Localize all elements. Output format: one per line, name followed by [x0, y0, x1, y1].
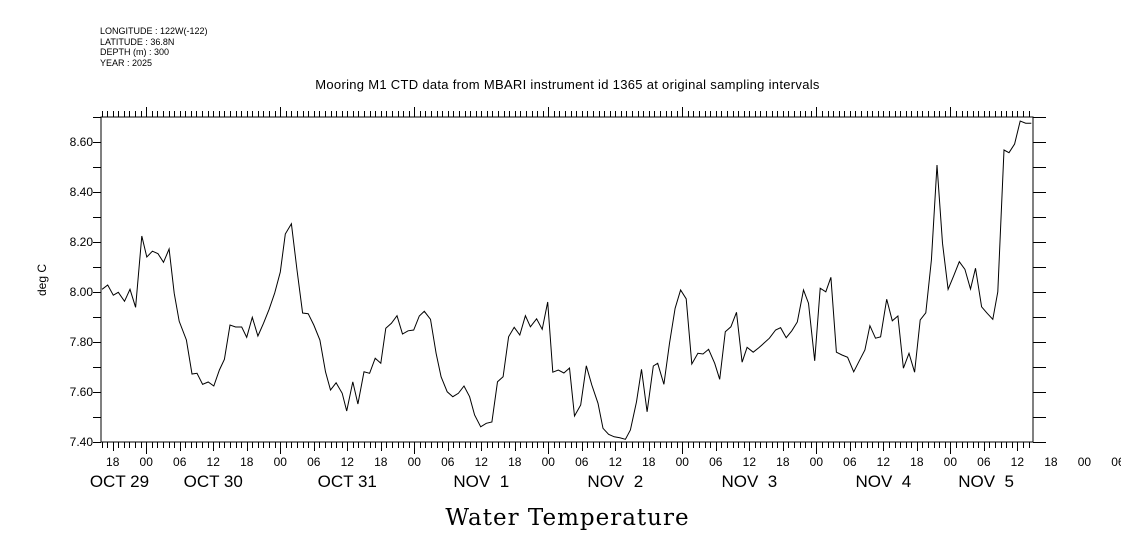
y-tick-label: 7.60: [70, 385, 94, 399]
y-tick-label: 8.40: [70, 185, 94, 199]
x-tick-label: 18: [374, 455, 388, 469]
x-tick-label: 06: [307, 455, 321, 469]
date-label: OCT 29: [90, 472, 149, 491]
y-tick-label: 8.60: [70, 135, 94, 149]
x-tick-label: 00: [676, 455, 690, 469]
x-tick-label: 18: [776, 455, 790, 469]
x-tick-label: 12: [341, 455, 355, 469]
x-tick-label: 06: [977, 455, 991, 469]
x-tick-label: 18: [240, 455, 254, 469]
x-tick-label: 12: [1011, 455, 1025, 469]
x-tick-label: 18: [508, 455, 522, 469]
x-tick-label: 00: [944, 455, 958, 469]
date-label: OCT 30: [184, 472, 243, 491]
longitude-label: LONGITUDE : 122W(-122): [100, 26, 208, 36]
date-label: NOV 5: [958, 472, 1014, 491]
y-tick-label: 7.80: [70, 335, 94, 349]
x-tick-label: 12: [609, 455, 623, 469]
x-tick-label: 06: [1111, 455, 1121, 469]
metadata-block: LONGITUDE : 122W(-122) LATITUDE : 36.8N …: [100, 26, 208, 68]
axis-ticks: [93, 107, 1046, 454]
y-tick-label: 8.20: [70, 235, 94, 249]
x-tick-label: 06: [709, 455, 723, 469]
x-tick-label: 00: [140, 455, 154, 469]
date-label: NOV 1: [453, 472, 509, 491]
x-tick-label: 12: [743, 455, 757, 469]
x-axis-title: Water Temperature: [445, 505, 690, 531]
chart-title: Mooring M1 CTD data from MBARI instrumen…: [315, 77, 820, 92]
x-tick-label: 18: [642, 455, 656, 469]
y-axis-title: deg C: [35, 264, 49, 296]
x-tick-label: 06: [843, 455, 857, 469]
y-tick-label: 7.40: [70, 435, 94, 449]
x-tick-label: 18: [106, 455, 120, 469]
x-tick-label: 00: [408, 455, 422, 469]
date-label: NOV 3: [721, 472, 777, 491]
year-label: YEAR : 2025: [100, 57, 153, 68]
x-tick-label: 12: [475, 455, 489, 469]
latitude-label: LATITUDE : 36.8N: [100, 36, 175, 47]
plot-frame: [100, 116, 1034, 443]
axis-labels: 7.40 7.60 7.80 8.00 8.20 8.40 8.60 18 00 06 12 18 00…: [70, 135, 1121, 491]
x-tick-label: 18: [1044, 455, 1058, 469]
x-tick-label: 00: [810, 455, 824, 469]
x-tick-label: 00: [1078, 455, 1092, 469]
x-tick-label: 18: [910, 455, 924, 469]
date-label: NOV 4: [855, 472, 911, 491]
temperature-series-line: [101, 120, 1032, 440]
y-tick-label: 8.00: [70, 285, 94, 299]
x-tick-label: 06: [441, 455, 455, 469]
x-tick-label: 06: [575, 455, 589, 469]
x-tick-label: 12: [207, 455, 221, 469]
x-tick-label: 00: [542, 455, 556, 469]
x-tick-label: 06: [173, 455, 187, 469]
date-label: NOV 2: [587, 472, 643, 491]
x-tick-label: 00: [274, 455, 288, 469]
date-label: OCT 31: [318, 472, 377, 491]
x-tick-label: 12: [877, 455, 891, 469]
depth-label: DEPTH (m) : 300: [100, 47, 170, 57]
